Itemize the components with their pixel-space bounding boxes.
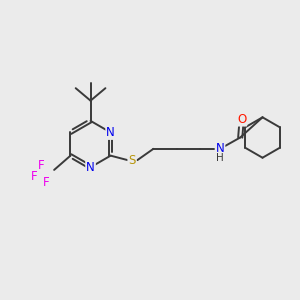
Text: F: F: [43, 176, 49, 189]
Text: H: H: [216, 153, 224, 163]
Text: S: S: [128, 154, 136, 166]
Text: F: F: [31, 170, 37, 183]
Text: N: N: [106, 126, 115, 139]
Text: N: N: [216, 142, 224, 155]
Text: N: N: [86, 161, 95, 174]
Text: F: F: [38, 159, 45, 172]
Text: O: O: [237, 112, 246, 126]
